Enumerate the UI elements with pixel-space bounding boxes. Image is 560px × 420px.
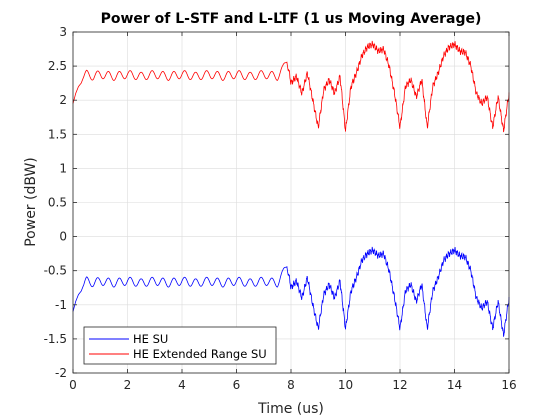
x-tick-label: 14 [447, 378, 462, 392]
y-tick-label: 1.5 [48, 127, 67, 141]
series-line-he-extended-range-su [72, 40, 510, 133]
legend-label-he-extended-range-su: HE Extended Range SU [133, 347, 267, 361]
y-tick-label: -1.5 [44, 332, 67, 346]
chart-title: Power of L-STF and L-LTF (1 us Moving Av… [101, 11, 482, 27]
legend: HE SU HE Extended Range SU [83, 326, 277, 365]
y-tick-label: 0.5 [48, 196, 67, 210]
y-tick-label: -1 [55, 298, 67, 312]
x-tick-label: 4 [178, 378, 186, 392]
x-tick-label: 8 [287, 378, 295, 392]
x-axis-title: Time (us) [257, 401, 324, 417]
y-tick-label: 0 [59, 230, 67, 244]
x-tick-label: 6 [233, 378, 241, 392]
y-axis-title: Power (dBW) [23, 157, 39, 247]
y-tick-label: 1 [59, 161, 67, 175]
x-tick-label: 0 [69, 378, 77, 392]
y-tick-label: -0.5 [44, 264, 67, 278]
y-tick-label: -2 [55, 366, 67, 380]
y-tick-label: 2 [59, 93, 67, 107]
x-tick-label: 16 [501, 378, 516, 392]
x-tick-label: 10 [338, 378, 353, 392]
legend-box [83, 326, 277, 365]
series-line-he-su [72, 246, 510, 337]
x-tick-label: 2 [124, 378, 132, 392]
x-tick-label: 12 [392, 378, 407, 392]
ticks: 0 2 4 6 8 10 12 14 16 3 2.5 2 1.5 1 0.5 0 -0.5 -1 -1.5 -2 [44, 25, 517, 392]
y-tick-label: 2.5 [48, 59, 67, 73]
series-layer [72, 40, 510, 337]
y-tick-label: 3 [59, 25, 67, 39]
legend-label-he-su: HE SU [133, 332, 168, 346]
grid [72, 31, 510, 374]
